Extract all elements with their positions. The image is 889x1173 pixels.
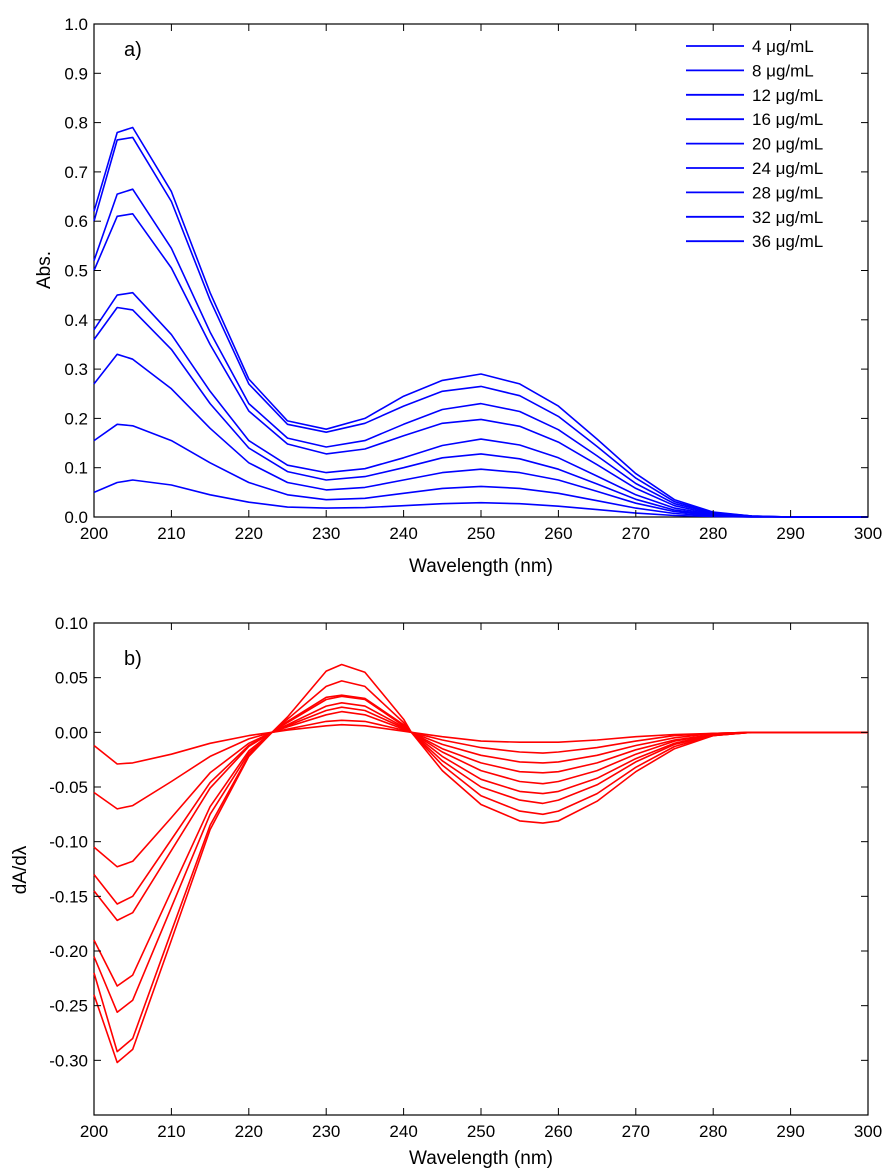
panel-a-y-axis-label: Abs. (34, 251, 55, 289)
panel-b-y-tick-label: 0.00 (55, 723, 88, 742)
panel-a-y-tick-label: 0.3 (64, 360, 88, 379)
legend-entry-label: 24 μg/mL (752, 159, 823, 178)
panel-b-series-line-9 (93, 663, 868, 1064)
panel-b-series-group (93, 663, 868, 1064)
panel-b-y-tick-label: -0.15 (49, 887, 88, 906)
panel-a-series-line-5 (93, 291, 868, 518)
legend-entry-label: 36 μg/mL (752, 232, 823, 251)
panel-a-x-ticks: 200 210 220 230 240 250 260 270 280 290 300 (80, 24, 882, 543)
panel-a-series-line-1 (93, 479, 868, 518)
panel-b-y-tick-label: -0.05 (49, 778, 88, 797)
panel-a-y-ticks: 0.0 0.1 0.2 0.3 0.4 0.5 0.6 0.7 0.8 0.9 1.0 (64, 15, 868, 527)
panel-a-x-tick-label: 240 (389, 524, 417, 543)
panel-a-x-tick-label: 260 (544, 524, 572, 543)
panel-a-y-tick-label: 0.0 (64, 508, 88, 527)
panel-b-x-tick-label: 230 (312, 1122, 340, 1141)
legend-entry-label: 8 μg/mL (752, 61, 814, 80)
panel-a: 200 210 220 230 240 250 260 270 280 290 300 0.0 0.1… (34, 15, 882, 577)
panel-a-legend: 4 μg/mL 8 μg/mL 12 μg/mL 16 μg/mL 20 μg/mL 24… (686, 37, 823, 251)
panel-a-y-tick-label: 0.2 (64, 409, 88, 428)
panel-a-x-tick-label: 220 (235, 524, 263, 543)
panel-b-y-tick-label: 0.05 (55, 669, 88, 688)
panel-a-y-tick-label: 0.1 (64, 459, 88, 478)
panel-b-x-tick-label: 260 (544, 1122, 572, 1141)
panel-b-x-tick-label: 200 (80, 1122, 108, 1141)
panel-a-y-tick-label: 0.6 (64, 212, 88, 231)
legend-entry-label: 32 μg/mL (752, 208, 823, 227)
panel-a-label: a) (124, 39, 142, 61)
panel-a-x-tick-label: 290 (776, 524, 804, 543)
panel-b-y-tick-label: -0.30 (49, 1051, 88, 1070)
panel-a-y-tick-label: 1.0 (64, 15, 88, 34)
panel-a-series-line-4 (93, 306, 868, 518)
panel-b-y-tick-label: -0.10 (49, 833, 88, 852)
panel-a-y-tick-label: 0.4 (64, 311, 88, 330)
panel-b-plot-frame (93, 622, 869, 1116)
panel-b-x-tick-label: 220 (235, 1122, 263, 1141)
panel-a-x-tick-label: 200 (80, 524, 108, 543)
legend-entry-label: 16 μg/mL (752, 110, 823, 129)
panel-a-series-line-2 (93, 423, 868, 518)
legend-entry-label: 20 μg/mL (752, 135, 823, 154)
panel-b-series-line-6 (93, 695, 868, 987)
panel-b-y-axis-label: dA/dλ (10, 845, 31, 894)
panel-a-x-axis-label: Wavelength (nm) (409, 556, 553, 577)
panel-a-y-tick-label: 0.8 (64, 114, 88, 133)
panel-a-x-tick-label: 270 (622, 524, 650, 543)
panel-b-x-axis-label: Wavelength (nm) (409, 1148, 553, 1169)
panel-b-label: b) (124, 648, 142, 670)
panel-b-series-line-8 (93, 680, 868, 1053)
panel-b-x-tick-label: 210 (157, 1122, 185, 1141)
panel-a-x-tick-label: 300 (854, 524, 882, 543)
legend-entry-label: 4 μg/mL (752, 37, 814, 56)
panel-a-series-line-7 (93, 188, 868, 518)
panel-b-x-tick-label: 280 (699, 1122, 727, 1141)
panel-a-x-tick-label: 210 (157, 524, 185, 543)
panel-a-y-tick-label: 0.9 (64, 64, 88, 83)
panel-a-series-group (93, 126, 868, 518)
panel-a-series-line-6 (93, 213, 868, 518)
panel-a-y-tick-label: 0.5 (64, 262, 88, 281)
panel-b-x-tick-label: 300 (854, 1122, 882, 1141)
panel-b-x-tick-label: 270 (622, 1122, 650, 1141)
panel-b-y-ticks: 0.10 0.05 0.00 -0.05 -0.10 -0.15 -0.20 -0.25 -0.… (49, 614, 868, 1070)
panel-a-series-line-8 (93, 136, 868, 518)
panel-b-x-ticks: 200 210 220 230 240 250 260 270 280 290 300 (80, 623, 882, 1141)
legend-entry-label: 12 μg/mL (752, 86, 823, 105)
panel-b-series-line-1 (93, 723, 868, 765)
panel-b-x-tick-label: 250 (467, 1122, 495, 1141)
panel-b-y-tick-label: 0.10 (55, 614, 88, 633)
panel-b-y-tick-label: -0.25 (49, 997, 88, 1016)
panel-a-y-tick-label: 0.7 (64, 163, 88, 182)
panel-a-x-tick-label: 230 (312, 524, 340, 543)
panel-a-x-tick-label: 250 (467, 524, 495, 543)
panel-b-x-tick-label: 240 (389, 1122, 417, 1141)
panel-b-series-line-5 (93, 701, 868, 922)
panel-a-x-tick-label: 280 (699, 524, 727, 543)
panel-b-x-tick-label: 290 (776, 1122, 804, 1141)
panel-a-series-line-3 (93, 353, 868, 518)
legend-entry-label: 28 μg/mL (752, 183, 823, 202)
panel-a-series-line-9 (93, 126, 868, 518)
panel-b-y-tick-label: -0.20 (49, 942, 88, 961)
panel-b: 200 210 220 230 240 250 260 270 280 290 300 0.100.… (10, 614, 882, 1169)
